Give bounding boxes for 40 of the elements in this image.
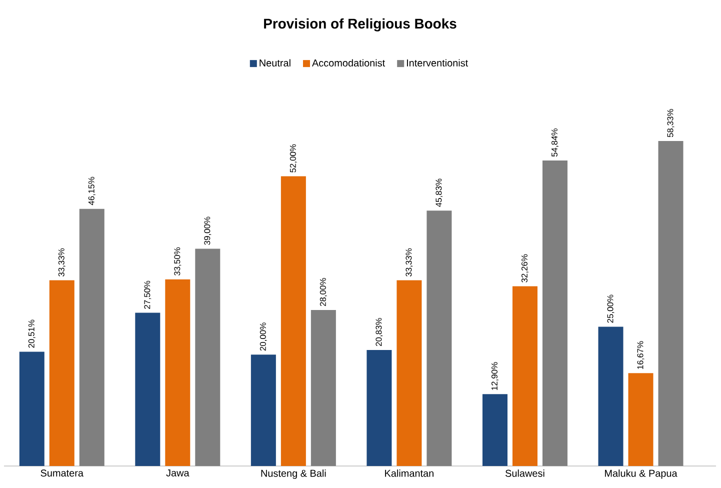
data-label: 46,15% bbox=[88, 176, 96, 206]
data-label: 33,33% bbox=[406, 248, 413, 276]
data-label: 33,50% bbox=[174, 247, 182, 276]
legend-label: Accomodationist bbox=[312, 59, 386, 67]
bar bbox=[49, 280, 74, 466]
x-tick-label: Kalimantan bbox=[385, 470, 434, 477]
bar bbox=[366, 350, 392, 466]
data-label: 20,51% bbox=[28, 320, 36, 348]
bar bbox=[598, 326, 624, 466]
x-tick-label: Maluku & Papua bbox=[605, 470, 678, 479]
bar bbox=[165, 279, 190, 466]
data-label: 45,83% bbox=[436, 178, 443, 207]
data-label: 20,00% bbox=[260, 322, 267, 351]
data-label: 33,33% bbox=[58, 248, 66, 276]
legend-label: Interventionist bbox=[407, 59, 468, 67]
x-tick-label: Jawa bbox=[166, 470, 190, 476]
data-label: 27,50% bbox=[144, 280, 152, 309]
x-tick-label: Nusteng & Bali bbox=[261, 470, 326, 479]
data-label: 32,26% bbox=[521, 254, 528, 282]
bar bbox=[512, 286, 538, 466]
data-label: 12,90% bbox=[491, 362, 498, 390]
chart-title: Provision of Religious Books bbox=[264, 18, 456, 32]
bar bbox=[280, 176, 306, 466]
legend-label: Neutral bbox=[260, 59, 290, 67]
data-label: 20,83% bbox=[376, 318, 383, 346]
bar bbox=[250, 354, 276, 466]
data-label: 58,33% bbox=[667, 109, 674, 138]
bar bbox=[135, 312, 160, 466]
data-label: 39,00% bbox=[204, 216, 212, 245]
data-label: 16,67% bbox=[637, 341, 644, 369]
x-tick-label: Sulawesi bbox=[506, 470, 544, 477]
bar bbox=[482, 394, 508, 466]
data-label: 52,00% bbox=[290, 144, 297, 172]
data-label: 25,00% bbox=[607, 294, 614, 323]
bar bbox=[628, 373, 654, 466]
data-label: 54,84% bbox=[551, 128, 558, 157]
x-tick-label: Sumatera bbox=[40, 470, 84, 477]
bar bbox=[396, 280, 422, 466]
bar bbox=[19, 352, 44, 466]
data-label: 28,00% bbox=[320, 278, 327, 306]
